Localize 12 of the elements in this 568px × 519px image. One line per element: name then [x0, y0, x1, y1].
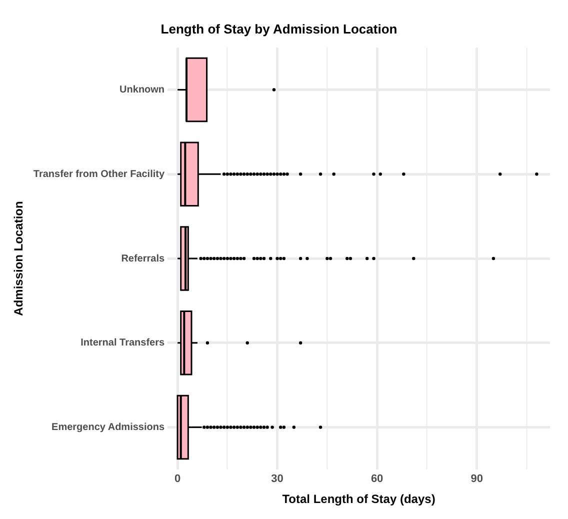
- y-tick-label: Emergency Admissions: [52, 422, 165, 433]
- x-axis-title: Total Length of Stay (days): [282, 492, 436, 506]
- y-tick-label: Internal Transfers: [80, 338, 165, 349]
- y-tick-label: Transfer from Other Facility: [33, 168, 165, 180]
- x-tick-label: 0: [174, 473, 181, 486]
- x-tick-label: 60: [370, 473, 384, 486]
- x-tick-label: 90: [470, 473, 483, 486]
- y-tick-label: Referrals: [121, 253, 165, 264]
- chart-title: Length of Stay by Admission Location: [160, 21, 398, 36]
- y-tick-label: Unknown: [120, 84, 165, 96]
- y-axis-title: Admission Location: [12, 201, 26, 316]
- x-tick-label: 30: [271, 473, 284, 486]
